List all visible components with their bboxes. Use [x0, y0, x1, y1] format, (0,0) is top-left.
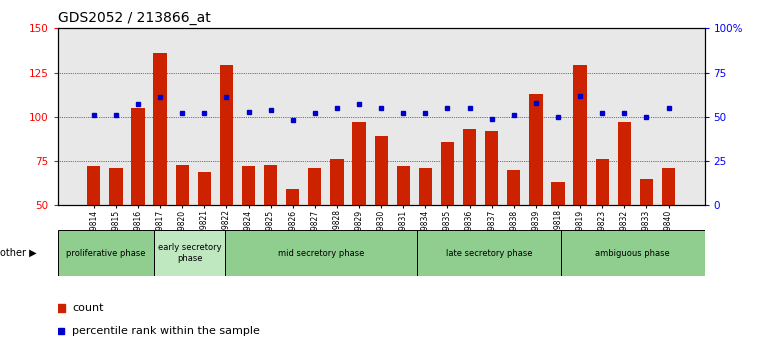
Text: other ▶: other ▶ — [0, 248, 37, 258]
Bar — [374, 136, 388, 294]
Bar — [176, 165, 189, 294]
Bar — [308, 168, 321, 294]
Bar — [551, 182, 564, 294]
Bar — [419, 168, 432, 294]
Bar — [463, 129, 476, 294]
Text: GDS2052 / 213866_at: GDS2052 / 213866_at — [58, 11, 210, 25]
Bar — [286, 189, 300, 294]
Bar — [264, 165, 277, 294]
Bar — [226, 230, 417, 276]
Text: ambiguous phase: ambiguous phase — [595, 249, 670, 258]
Bar — [397, 166, 410, 294]
Bar — [58, 230, 153, 276]
Text: count: count — [72, 303, 103, 313]
Text: mid secretory phase: mid secretory phase — [278, 249, 364, 258]
Bar — [417, 230, 561, 276]
Bar — [485, 131, 498, 294]
Bar — [574, 65, 587, 294]
Text: late secretory phase: late secretory phase — [446, 249, 532, 258]
Bar — [330, 159, 343, 294]
Text: percentile rank within the sample: percentile rank within the sample — [72, 326, 259, 336]
Bar — [242, 166, 255, 294]
Bar — [353, 122, 366, 294]
Bar — [132, 108, 145, 294]
Bar — [219, 65, 233, 294]
Bar — [153, 230, 226, 276]
Text: proliferative phase: proliferative phase — [66, 249, 146, 258]
Bar — [507, 170, 521, 294]
Text: early secretory
phase: early secretory phase — [158, 244, 221, 263]
Bar — [109, 168, 122, 294]
Bar — [640, 179, 653, 294]
Bar — [561, 230, 705, 276]
Bar — [595, 159, 609, 294]
Bar — [87, 166, 100, 294]
Bar — [662, 168, 675, 294]
Bar — [618, 122, 631, 294]
Bar — [153, 53, 167, 294]
Bar — [198, 172, 211, 294]
Bar — [529, 94, 543, 294]
Bar — [441, 142, 454, 294]
